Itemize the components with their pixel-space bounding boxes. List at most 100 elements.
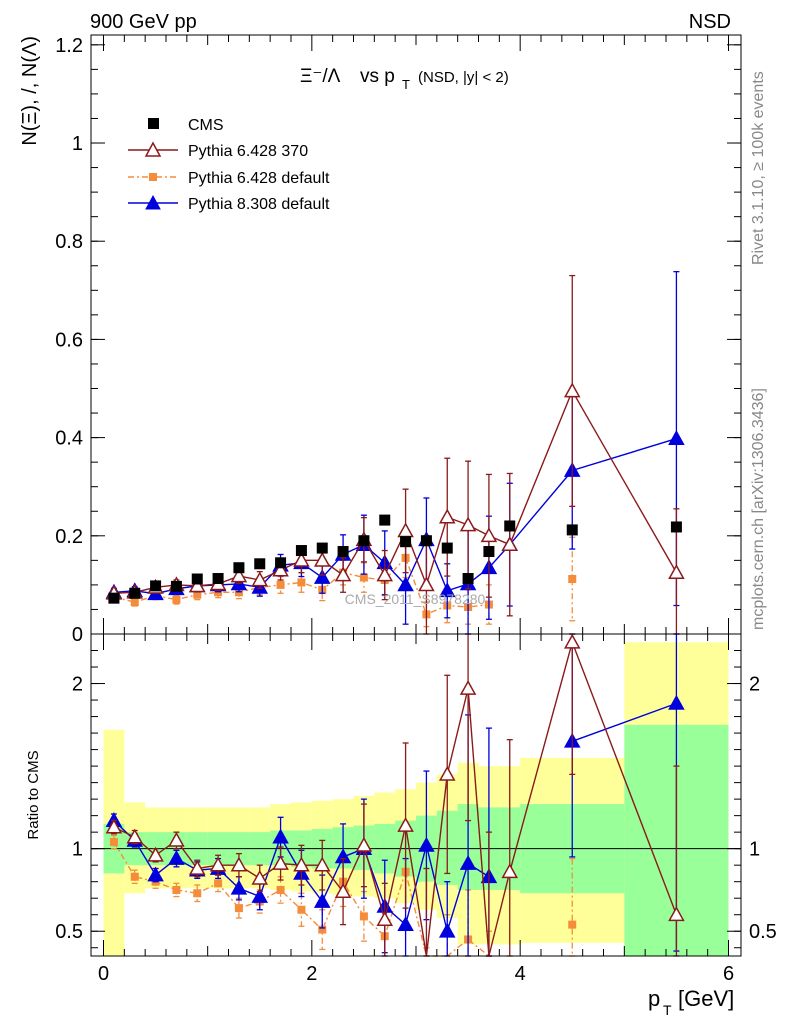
ratio-p6-default-point xyxy=(568,920,577,929)
main-y-tick-label: 1 xyxy=(72,133,83,155)
p6-370-point xyxy=(459,516,477,532)
p6-370-point xyxy=(418,576,435,592)
p8-line xyxy=(113,437,677,595)
cms-point xyxy=(337,546,349,558)
cms-point xyxy=(191,573,203,585)
p6-default-point xyxy=(568,575,577,584)
p6-370-point xyxy=(376,566,394,582)
p6-default-point xyxy=(276,580,285,589)
p8-point xyxy=(397,576,414,592)
ratio-p6-370-point xyxy=(230,856,248,872)
ratio-p6-370-point xyxy=(105,818,123,834)
p8-point xyxy=(438,582,456,598)
p6-370-point xyxy=(293,551,310,567)
ratio-p6-370-point xyxy=(126,828,144,844)
ratio-p8-line xyxy=(572,702,677,742)
legend-p6-370-marker xyxy=(144,141,162,157)
cms-point xyxy=(670,521,682,533)
ratio-ylabel: Ratio to CMS xyxy=(25,750,42,839)
ratio-p6-370-point xyxy=(397,817,414,832)
cms-point xyxy=(400,536,412,548)
p6-370-point xyxy=(334,566,352,582)
p6-default-point xyxy=(359,573,368,582)
cms-point xyxy=(275,557,287,569)
ratio-p6-370-point xyxy=(147,846,164,862)
cms-point xyxy=(379,514,391,526)
cms-point xyxy=(566,524,578,536)
p6-default-point xyxy=(297,578,306,587)
ratio-p6-370-point xyxy=(293,856,310,872)
ratio-p8-point xyxy=(230,879,248,895)
ratio-p6-370-point xyxy=(563,633,581,649)
main-y-tick-label: 1.2 xyxy=(55,35,83,57)
ratio-p6-370-point xyxy=(501,863,519,879)
x-axis-title-unit: [GeV] xyxy=(678,986,734,1011)
legend-cms-marker xyxy=(148,118,159,129)
ratio-p6-default-point xyxy=(130,872,139,881)
title-subscript: T xyxy=(402,77,410,92)
ratio-p6-370-point xyxy=(313,856,331,872)
cms-point xyxy=(441,542,453,554)
cms-point xyxy=(504,520,516,532)
energy-label: 900 GeV pp xyxy=(90,11,197,33)
ratio-p6-370-point xyxy=(334,883,352,898)
main-y-tick-label: 0.4 xyxy=(55,428,83,450)
ratio-plot-series xyxy=(105,633,685,957)
cms-point xyxy=(295,545,307,557)
p6-default-point xyxy=(130,598,139,607)
ratio-p6-default-point xyxy=(276,885,285,894)
p6-default-point xyxy=(193,590,202,599)
cms-point xyxy=(212,573,224,585)
ratio-p6-370-point xyxy=(272,854,289,870)
p6-370-point xyxy=(188,577,206,593)
legend-p6-default-marker xyxy=(149,173,157,181)
ratio-p6-default-point xyxy=(234,904,243,913)
ratio-p6-370-point xyxy=(251,869,269,885)
axes-ticks: 0 0.2 0.4 0.6 0.8 1 1.2 0.5 0.5 1 1 2 2 0 2 4 6 xyxy=(55,35,777,985)
ratio-p6-default-point xyxy=(109,838,118,847)
p8-point xyxy=(668,430,685,445)
title-cut: (NSD, |y| < 2) xyxy=(418,69,509,86)
cms-point xyxy=(358,535,370,547)
ratio-y-tick-label-right: 1 xyxy=(749,839,760,861)
title-vs: vs p xyxy=(360,66,395,87)
ratio-p8-point xyxy=(168,850,185,865)
x-tick-label: 6 xyxy=(723,963,734,985)
ratio-p6-default-point xyxy=(193,889,202,898)
ratio-p6-370-point xyxy=(355,836,373,852)
ratio-p6-370-point xyxy=(459,679,477,695)
main-y-tick-label: 0.6 xyxy=(55,329,83,351)
ratio-p8-point xyxy=(313,892,331,908)
main-y-tick-label: 0 xyxy=(72,624,83,646)
p6-370-point xyxy=(501,536,519,551)
ratio-p6-370-point xyxy=(209,856,227,872)
p6-370-point xyxy=(230,567,248,583)
ratio-p6-370-point xyxy=(188,859,206,875)
x-axis-title: p T [GeV] xyxy=(648,986,734,1018)
legend-p8-label: Pythia 8.308 default xyxy=(188,196,330,213)
cms-point xyxy=(108,592,120,604)
p8-point xyxy=(313,568,331,584)
cms-point xyxy=(254,558,266,570)
x-axis-title-main: p xyxy=(648,986,660,1011)
p6-default-point xyxy=(172,595,181,604)
ratio-p6-370-point xyxy=(376,911,394,927)
main-y-tick-label: 0.8 xyxy=(55,231,83,253)
cms-point xyxy=(462,573,474,585)
ratio-p8-point xyxy=(438,922,456,938)
legend-p6-default-label: Pythia 6.428 default xyxy=(188,170,330,187)
cms-point xyxy=(233,562,245,574)
p6-370-point xyxy=(480,527,498,543)
legend: CMS Pythia 6.428 370 Pythia 6.428 defaul… xyxy=(128,117,330,213)
p6-370-point xyxy=(251,571,269,587)
analysis-watermark: CMS_2011_S8978280 xyxy=(345,591,486,607)
p6-370-point xyxy=(313,551,331,567)
ratio-y-tick-label-right: 2 xyxy=(749,674,760,696)
main-ylabel: N(Ξ), /, N(Λ) xyxy=(19,36,41,146)
ratio-p6-default-point xyxy=(318,925,327,934)
ratio-p6-370-line xyxy=(113,640,678,957)
ratio-y-tick-label: 1 xyxy=(72,839,83,861)
ratio-p6-default-point xyxy=(297,905,306,914)
p6-370-point xyxy=(563,382,581,398)
